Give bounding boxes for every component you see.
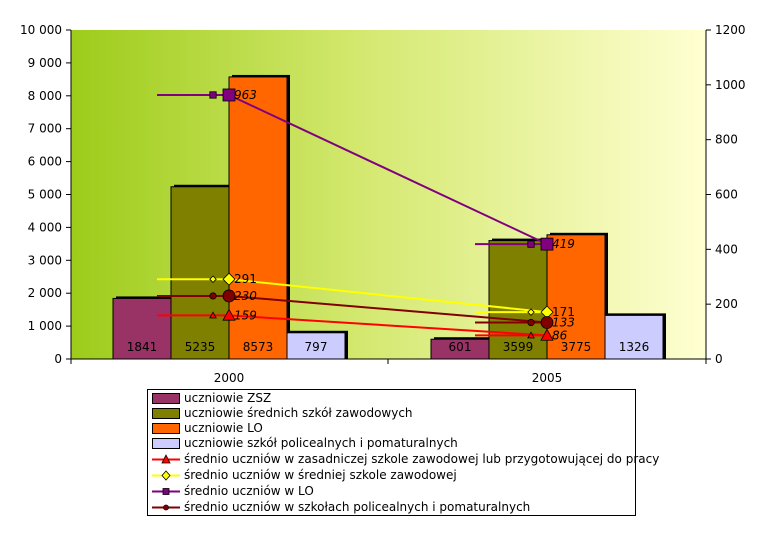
label-leader-marker	[527, 331, 535, 339]
bar-value-label: 8573	[243, 340, 274, 354]
point-value-label: 159	[234, 308, 257, 322]
y-left-tick-label: 5 000	[28, 188, 62, 202]
legend: uczniowie ZSZ uczniowie średnich szkół z…	[147, 389, 659, 516]
bar	[546, 234, 606, 360]
y-right-tick-label: 1000	[715, 78, 746, 92]
legend-swatch-avg-post-secondary	[152, 502, 180, 513]
y-left-tick-label: 9 000	[28, 56, 62, 70]
legend-label-lo: uczniowie LO	[184, 421, 263, 435]
legend-swatch-lo	[152, 423, 180, 434]
y-left-tick-label: 10 000	[20, 23, 62, 37]
y-left-tick-label: 8 000	[28, 89, 62, 103]
legend-item-avg-lo: średnio uczniów w LO	[152, 484, 314, 499]
series-point	[540, 237, 554, 251]
series-line	[228, 314, 548, 337]
series-point	[540, 316, 554, 329]
bar-value-label: 5235	[185, 340, 216, 354]
point-value-label: 419	[552, 237, 575, 251]
y-right-tick-label: 800	[715, 133, 738, 147]
y-right-tick-label: 1200	[715, 23, 746, 37]
legend-swatch-avg-technical	[152, 470, 180, 481]
y-left-tick-label: 7 000	[28, 122, 62, 136]
y-left-tick-label: 0	[54, 352, 62, 366]
bar	[286, 332, 346, 360]
bar-value-label: 3775	[561, 340, 592, 354]
series-point	[222, 308, 236, 321]
legend-swatch-avg-lo	[152, 486, 180, 497]
y-left-tick-label: 1 000	[28, 319, 62, 333]
point-value-label: 171	[552, 305, 575, 319]
legend-item-lo: uczniowie LO	[152, 421, 263, 436]
series-point	[222, 289, 236, 303]
legend-label-avg-technical: średnio uczniów w średniej szkole zawodo…	[184, 468, 457, 482]
legend-label-technical: uczniowie średnich szkół zawodowych	[184, 406, 413, 420]
y-right-tick-label: 0	[715, 352, 723, 366]
lines-layer: 159 86 291 171 963 419 230 133	[157, 88, 575, 342]
bar-value-label: 1326	[619, 340, 650, 354]
series-point	[222, 88, 236, 102]
series-line	[228, 278, 548, 314]
x-tick-label: 2000	[214, 371, 245, 385]
bar-value-label: 3599	[503, 340, 534, 354]
axes-layer: 0 1 000 2 000 3 000 4 000 5 000 6 000 7 000 8 00…	[20, 23, 746, 385]
label-leader-marker	[527, 240, 535, 248]
y-left-tick-label: 3 000	[28, 253, 62, 267]
y-left-tick-label: 4 000	[28, 220, 62, 234]
legend-label-avg-lo: średnio uczniów w LO	[184, 484, 314, 498]
series-point	[540, 328, 554, 341]
legend-label-avg-zsz: średnio uczniów w zasadniczej szkole zaw…	[184, 452, 660, 466]
legend-item-technical: uczniowie średnich szkół zawodowych	[152, 406, 413, 421]
bar-value-label: 1841	[127, 340, 158, 354]
point-value-label: 133	[552, 316, 575, 330]
y-left-tick-label: 2 000	[28, 286, 62, 300]
y-right-tick-label: 400	[715, 242, 738, 256]
legend-swatch-technical	[152, 408, 180, 419]
legend-item-zsz: uczniowie ZSZ	[152, 391, 271, 406]
legend-item-post-secondary: uczniowie szkół policealnych i pomatural…	[152, 436, 458, 451]
label-leader-marker	[209, 292, 217, 300]
label-leader-marker	[527, 308, 535, 316]
x-tick-label: 2005	[532, 371, 563, 385]
series-point	[222, 272, 236, 286]
bars-layer: 1841 601 5235 3599 8573 3775 797 1326	[112, 74, 666, 360]
label-leader-marker	[209, 275, 217, 283]
label-leader-marker	[209, 91, 217, 99]
legend-swatch-post-secondary	[152, 438, 180, 449]
legend-label-avg-post-secondary: średnio uczniów w szkołach policealnych …	[184, 500, 531, 514]
legend-item-avg-zsz: średnio uczniów w zasadniczej szkole zaw…	[152, 452, 659, 467]
point-value-label: 230	[234, 289, 257, 303]
legend-swatch-zsz	[152, 393, 180, 404]
bar	[170, 186, 230, 360]
legend-swatch-avg-zsz	[152, 454, 180, 465]
point-value-label: 291	[234, 272, 257, 286]
bar-value-label: 797	[305, 340, 328, 354]
label-leader-marker	[527, 318, 535, 327]
series-line	[228, 294, 548, 324]
y-right-tick-label: 600	[715, 188, 738, 202]
bar-value-label: 601	[449, 340, 472, 354]
point-value-label: 86	[552, 328, 568, 342]
bar	[604, 314, 664, 360]
series-line	[228, 94, 548, 246]
legend-item-avg-technical: średnio uczniów w średniej szkole zawodo…	[152, 468, 457, 483]
label-leader-marker	[209, 311, 217, 319]
legend-label-post-secondary: uczniowie szkół policealnych i pomatural…	[184, 436, 458, 450]
y-right-tick-label: 200	[715, 297, 738, 311]
bar	[488, 240, 548, 360]
legend-label-zsz: uczniowie ZSZ	[184, 391, 272, 405]
legend-item-avg-post-secondary: średnio uczniów w szkołach policealnych …	[152, 500, 530, 515]
y-left-tick-label: 6 000	[28, 155, 62, 169]
bar	[228, 76, 288, 360]
point-value-label: 963	[234, 88, 257, 102]
